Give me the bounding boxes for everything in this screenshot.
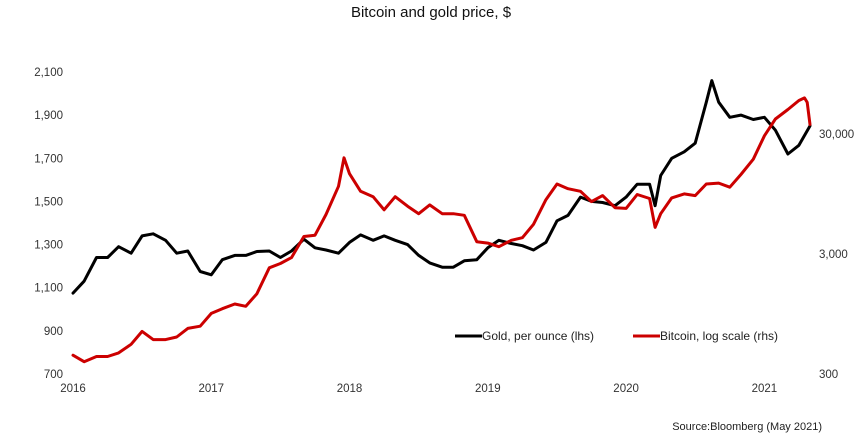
x-tick-label: 2021 [752,383,778,395]
x-tick-label: 2018 [337,383,363,395]
right-axis-tick-label: 3,000 [819,249,848,261]
x-tick-label: 2017 [198,383,224,395]
left-axis-tick-label: 1,100 [34,283,63,295]
legend-label: Gold, per ounce (lhs) [482,329,594,343]
x-tick-label: 2019 [475,383,501,395]
left-axis-tick-label: 1,500 [34,196,63,208]
left-axis-tick-label: 900 [44,326,63,338]
bitcoin-series-line [71,96,812,364]
series-layer [71,79,812,364]
left-axis-tick-label: 2,100 [34,67,63,79]
x-tick-label: 2020 [613,383,639,395]
left-axis-tick-label: 700 [44,369,63,381]
chart-title: Bitcoin and gold price, $ [350,4,512,21]
gold-series-line [71,79,812,295]
chart-source: Source:Bloomberg (May 2021) [672,421,822,433]
x-tick-label: 2016 [60,383,86,395]
legend-label: Bitcoin, log scale (rhs) [660,329,778,343]
left-axis-tick-label: 1,700 [34,153,63,165]
left-axis-tick-label: 1,300 [34,240,63,252]
left-axis-ticks: 700 900 1,100 1,300 1,500 1,700 1,900 2,100 [34,67,63,381]
left-axis-tick-label: 1,900 [34,110,63,122]
x-axis-ticks: 2016 2017 2018 2019 2020 2021 [60,383,777,395]
right-axis-tick-label: 30,000 [819,129,854,141]
legend: Gold, per ounce (lhs) Bitcoin, log scale … [455,329,778,343]
right-axis-tick-label: 300 [819,369,838,381]
right-axis-ticks: 300 3,000 30,000 [819,129,854,381]
